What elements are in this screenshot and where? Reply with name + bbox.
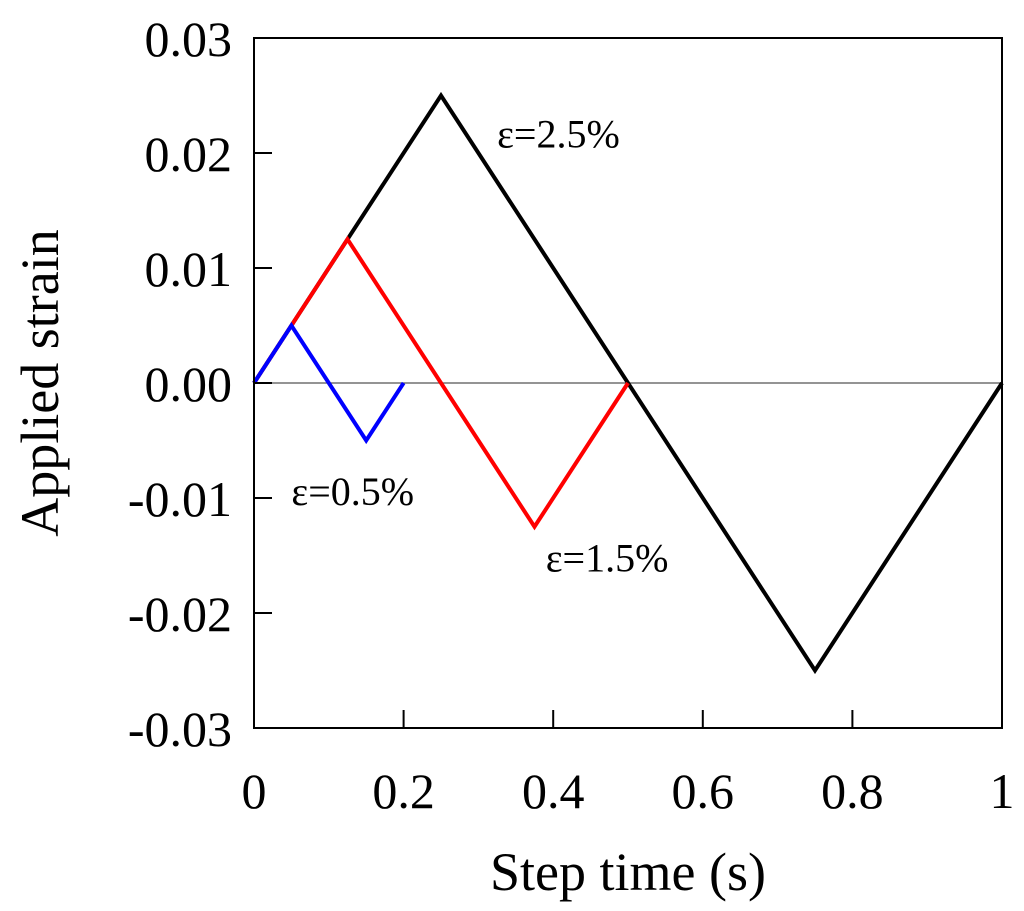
y-tick-label: 0.01 (145, 241, 233, 297)
y-axis-title: Applied strain (10, 229, 70, 536)
x-tick-label: 0.4 (522, 763, 585, 819)
series-annotation: ε=2.5% (497, 111, 620, 156)
series-annotation: ε=0.5% (291, 469, 414, 514)
x-tick-label: 0.8 (821, 763, 884, 819)
y-tick-label: 0.00 (145, 356, 233, 412)
series-annotation: ε=1.5% (546, 536, 669, 581)
series-line-1 (252, 235, 630, 531)
annotation-layer: ε=2.5% ε=0.5% ε=1.5% (291, 111, 668, 580)
series-line-2 (252, 321, 406, 445)
y-tick-label: -0.03 (128, 701, 232, 757)
x-tick-label: 0.6 (672, 763, 735, 819)
x-axis-title: Step time (s) (490, 842, 766, 902)
tick-layer: 0 0.2 0.4 0.6 0.8 1 0.03 0.02 0.01 0.00 -0.01 -0.02… (128, 11, 1015, 819)
y-tick-label: 0.03 (145, 11, 233, 67)
y-tick-label: -0.01 (128, 471, 232, 527)
x-tick-label: 0 (242, 763, 267, 819)
y-tick-label: 0.02 (145, 126, 233, 182)
y-tick-label: -0.02 (128, 586, 232, 642)
x-tick-label: 0.2 (372, 763, 435, 819)
x-tick-label: 1 (990, 763, 1015, 819)
series-layer (252, 91, 1004, 675)
